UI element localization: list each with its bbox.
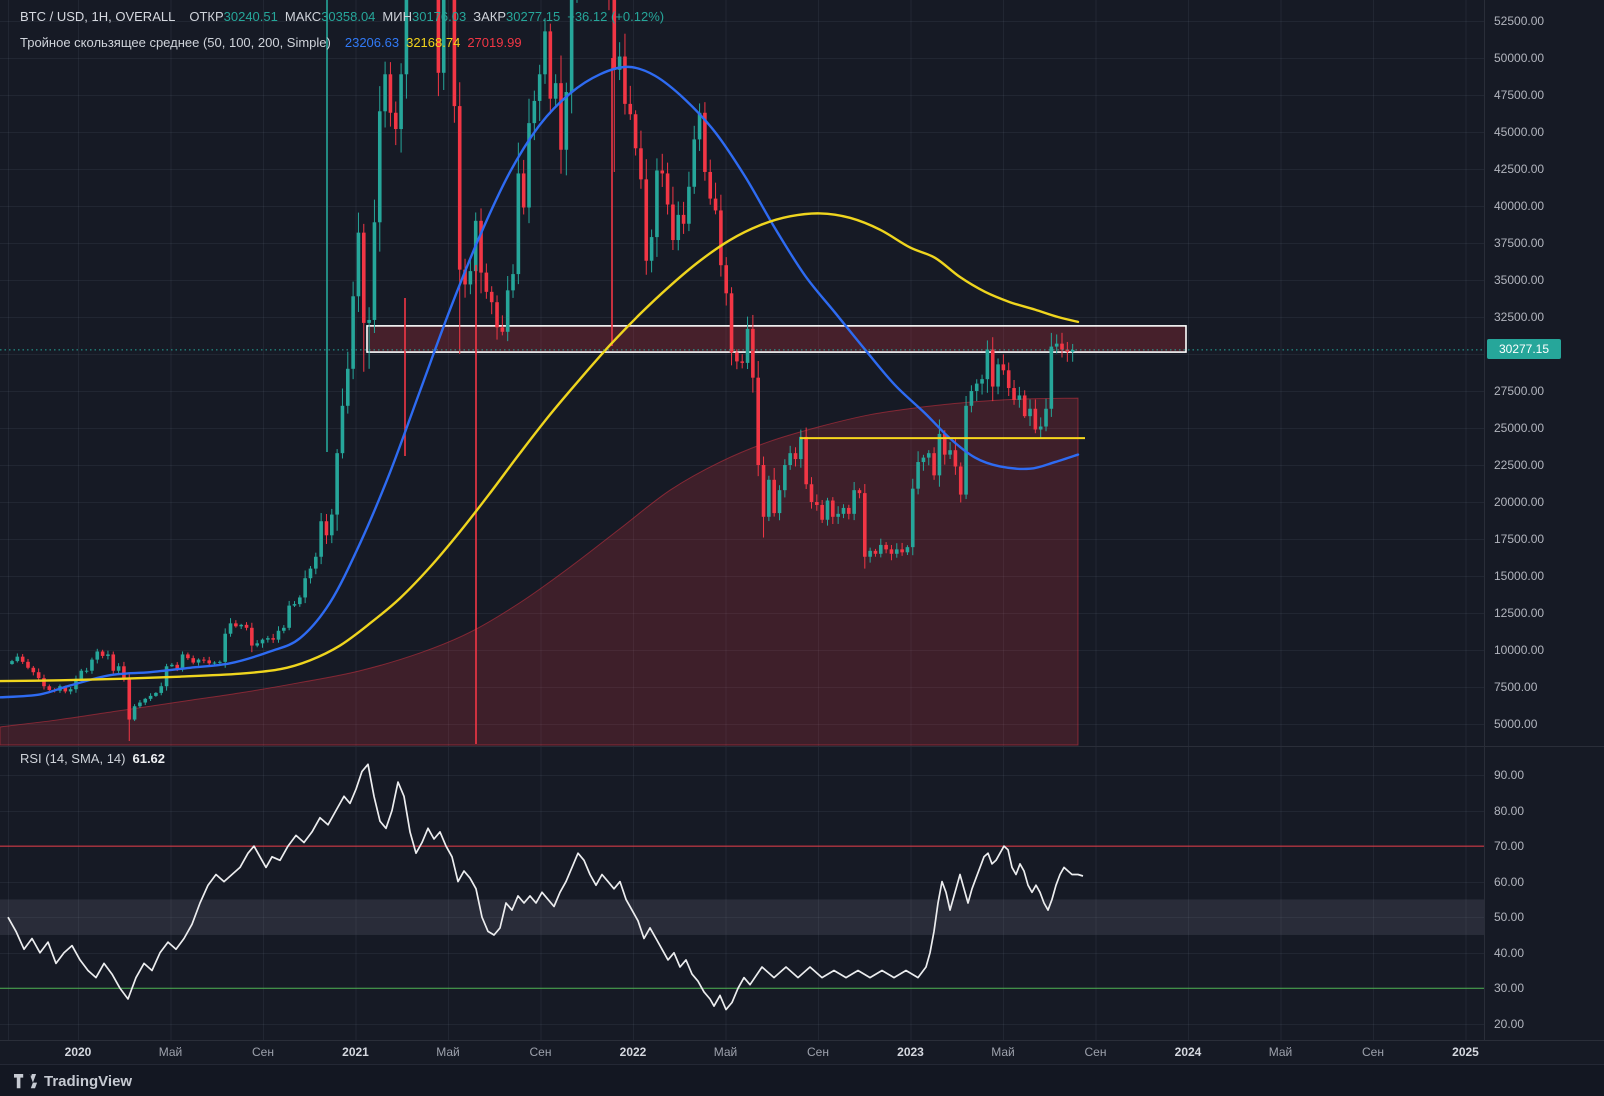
time-axis-label: Май (991, 1045, 1015, 1059)
rsi-tick-label: 60.00 (1494, 874, 1525, 889)
price-tick-label: 35000.00 (1494, 273, 1545, 287)
low-value: 30176.03 (411, 9, 467, 24)
time-axis-label: 2023 (897, 1045, 924, 1059)
rsi-band (0, 899, 1484, 935)
rsi-tick-label: 40.00 (1494, 945, 1525, 960)
close-label: ЗАКР (473, 9, 506, 24)
high-label: МАКС (284, 9, 322, 24)
time-axis-label: Сен (1084, 1045, 1107, 1059)
open-label: ОТКР (189, 9, 224, 24)
tradingview-logo[interactable]: TradingView (14, 1073, 132, 1090)
price-tick-label: 52500.00 (1494, 14, 1545, 28)
rsi-tick-label: 50.00 (1494, 910, 1525, 925)
time-axis-label: 2022 (619, 1045, 647, 1059)
symbol-title[interactable]: BTC / USD, 1H, OVERALL (20, 9, 176, 24)
price-chart-canvas[interactable] (0, 0, 1484, 1040)
high-value: 30358.04 (321, 9, 376, 24)
low-label: МИН (382, 9, 412, 24)
rsi-value: 61.62 (132, 751, 166, 766)
time-axis-label: Сен (252, 1045, 274, 1059)
ma50-line (0, 65, 1080, 699)
price-tick-label: 47500.00 (1494, 88, 1545, 102)
main-pane[interactable] (0, 0, 1484, 746)
bottom-bar: TradingView (0, 1064, 1604, 1096)
price-tick-label: 10000.00 (1494, 643, 1545, 657)
price-tick-label: 20000.00 (1494, 495, 1545, 509)
price-tick-label: 15000.00 (1494, 569, 1545, 583)
time-axis-label: Май (1268, 1045, 1293, 1059)
close-value: 30277.15 (506, 9, 561, 24)
time-axis[interactable]: 2020 Май Сен 2021 Май Сен 2022 Май Сен 2023 Май Сен… (0, 1040, 1604, 1065)
time-axis-label: Сен (1362, 1045, 1384, 1059)
pane-separator[interactable] (0, 746, 1604, 747)
ma200-value: 27019.99 (467, 35, 522, 50)
symbol-legend: BTC / USD, 1H, OVERALL ОТКР30240.51 МАКС30… (20, 9, 664, 24)
rsi-line (7, 763, 1084, 1011)
tradingview-logo-icon (14, 1073, 37, 1088)
rsi-indicator-legend: RSI (14, SMA, 14) 61.62 (20, 751, 165, 766)
time-axis-label: 2021 (342, 1045, 369, 1059)
ma50-value: 23206.63 (344, 35, 400, 50)
price-tick-label: 17500.00 (1494, 532, 1545, 546)
price-tick-label: 22500.00 (1494, 458, 1545, 472)
time-axis-label: 2025 (1452, 1045, 1479, 1059)
grid (0, 0, 1484, 1040)
rsi-tick-label: 80.00 (1494, 803, 1525, 818)
price-axis[interactable]: 52500.00 50000.00 47500.00 45000.00 42500.00… (1484, 0, 1604, 1040)
change-value: +36.12 (+0.12%) (567, 9, 665, 24)
time-axis-label: Сен (529, 1045, 552, 1059)
ma100-line (0, 212, 1080, 683)
time-axis-label: Май (436, 1045, 460, 1059)
time-axis-label: 2024 (1174, 1045, 1202, 1059)
open-value: 30240.51 (223, 9, 278, 24)
ma100-value: 32168.74 (406, 35, 461, 50)
price-tick-label: 27500.00 (1494, 384, 1545, 398)
ma-indicator-legend: Тройное скользящее среднее (50, 100, 200… (20, 35, 522, 50)
candles (10, 0, 1075, 742)
ma-title[interactable]: Тройное скользящее среднее (50, 100, 200… (20, 35, 331, 50)
time-axis-label: Май (713, 1045, 738, 1059)
rsi-tick-label: 20.00 (1494, 1016, 1525, 1031)
price-tick-label: 37500.00 (1494, 236, 1545, 250)
price-tick-label: 7500.00 (1494, 680, 1538, 694)
rsi-tick-label: 30.00 (1494, 981, 1525, 996)
rsi-tick-label: 90.00 (1494, 768, 1525, 782)
price-tick-label: 45000.00 (1494, 125, 1545, 139)
price-tick-label: 25000.00 (1494, 421, 1545, 435)
price-tick-label: 50000.00 (1494, 51, 1545, 65)
time-axis-label: Май (158, 1045, 183, 1059)
price-tick-label: 5000.00 (1494, 717, 1538, 731)
time-axis-label: Сен (807, 1045, 829, 1059)
rsi-title[interactable]: RSI (14, SMA, 14) (20, 751, 126, 766)
price-tick-label: 32500.00 (1494, 310, 1545, 324)
price-tick-label: 40000.00 (1494, 199, 1545, 213)
price-tick-label: 12500.00 (1494, 606, 1545, 620)
rsi-tick-label: 70.00 (1494, 839, 1525, 854)
current-price-label: 30277.15 (1487, 339, 1561, 359)
time-axis-label: 2020 (64, 1045, 92, 1059)
price-tick-label: 42500.00 (1494, 162, 1545, 176)
tradingview-logo-text: TradingView (44, 1072, 133, 1090)
rsi-pane[interactable] (0, 763, 1484, 1011)
